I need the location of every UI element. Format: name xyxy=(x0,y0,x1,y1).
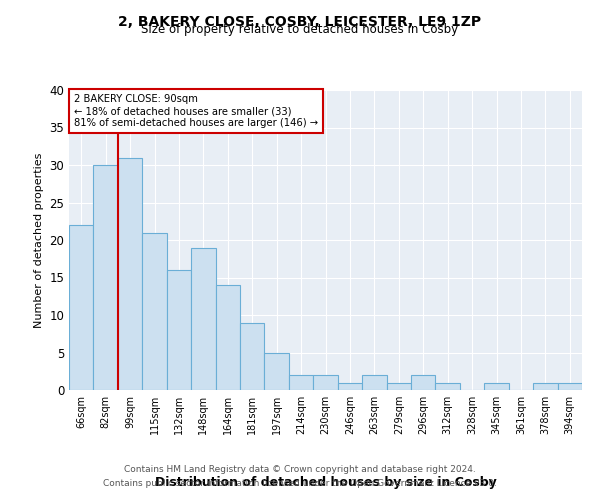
Text: Contains HM Land Registry data © Crown copyright and database right 2024.
Contai: Contains HM Land Registry data © Crown c… xyxy=(103,466,497,487)
Bar xyxy=(557,382,582,390)
Text: Size of property relative to detached houses in Cosby: Size of property relative to detached ho… xyxy=(142,22,458,36)
Bar xyxy=(484,382,509,390)
Text: 2, BAKERY CLOSE, COSBY, LEICESTER, LE9 1ZP: 2, BAKERY CLOSE, COSBY, LEICESTER, LE9 1… xyxy=(118,15,482,29)
Bar xyxy=(240,322,265,390)
Bar xyxy=(94,165,118,390)
Text: 2 BAKERY CLOSE: 90sqm
← 18% of detached houses are smaller (33)
81% of semi-deta: 2 BAKERY CLOSE: 90sqm ← 18% of detached … xyxy=(74,94,318,128)
Bar xyxy=(533,382,557,390)
Bar xyxy=(118,158,142,390)
Bar xyxy=(362,375,386,390)
X-axis label: Distribution of detached houses by size in Cosby: Distribution of detached houses by size … xyxy=(155,476,496,489)
Bar xyxy=(191,248,215,390)
Bar xyxy=(289,375,313,390)
Bar xyxy=(215,285,240,390)
Bar xyxy=(436,382,460,390)
Bar xyxy=(69,225,94,390)
Bar xyxy=(265,352,289,390)
Y-axis label: Number of detached properties: Number of detached properties xyxy=(34,152,44,328)
Bar xyxy=(386,382,411,390)
Bar xyxy=(411,375,436,390)
Bar xyxy=(167,270,191,390)
Bar xyxy=(313,375,338,390)
Bar xyxy=(142,232,167,390)
Bar xyxy=(338,382,362,390)
